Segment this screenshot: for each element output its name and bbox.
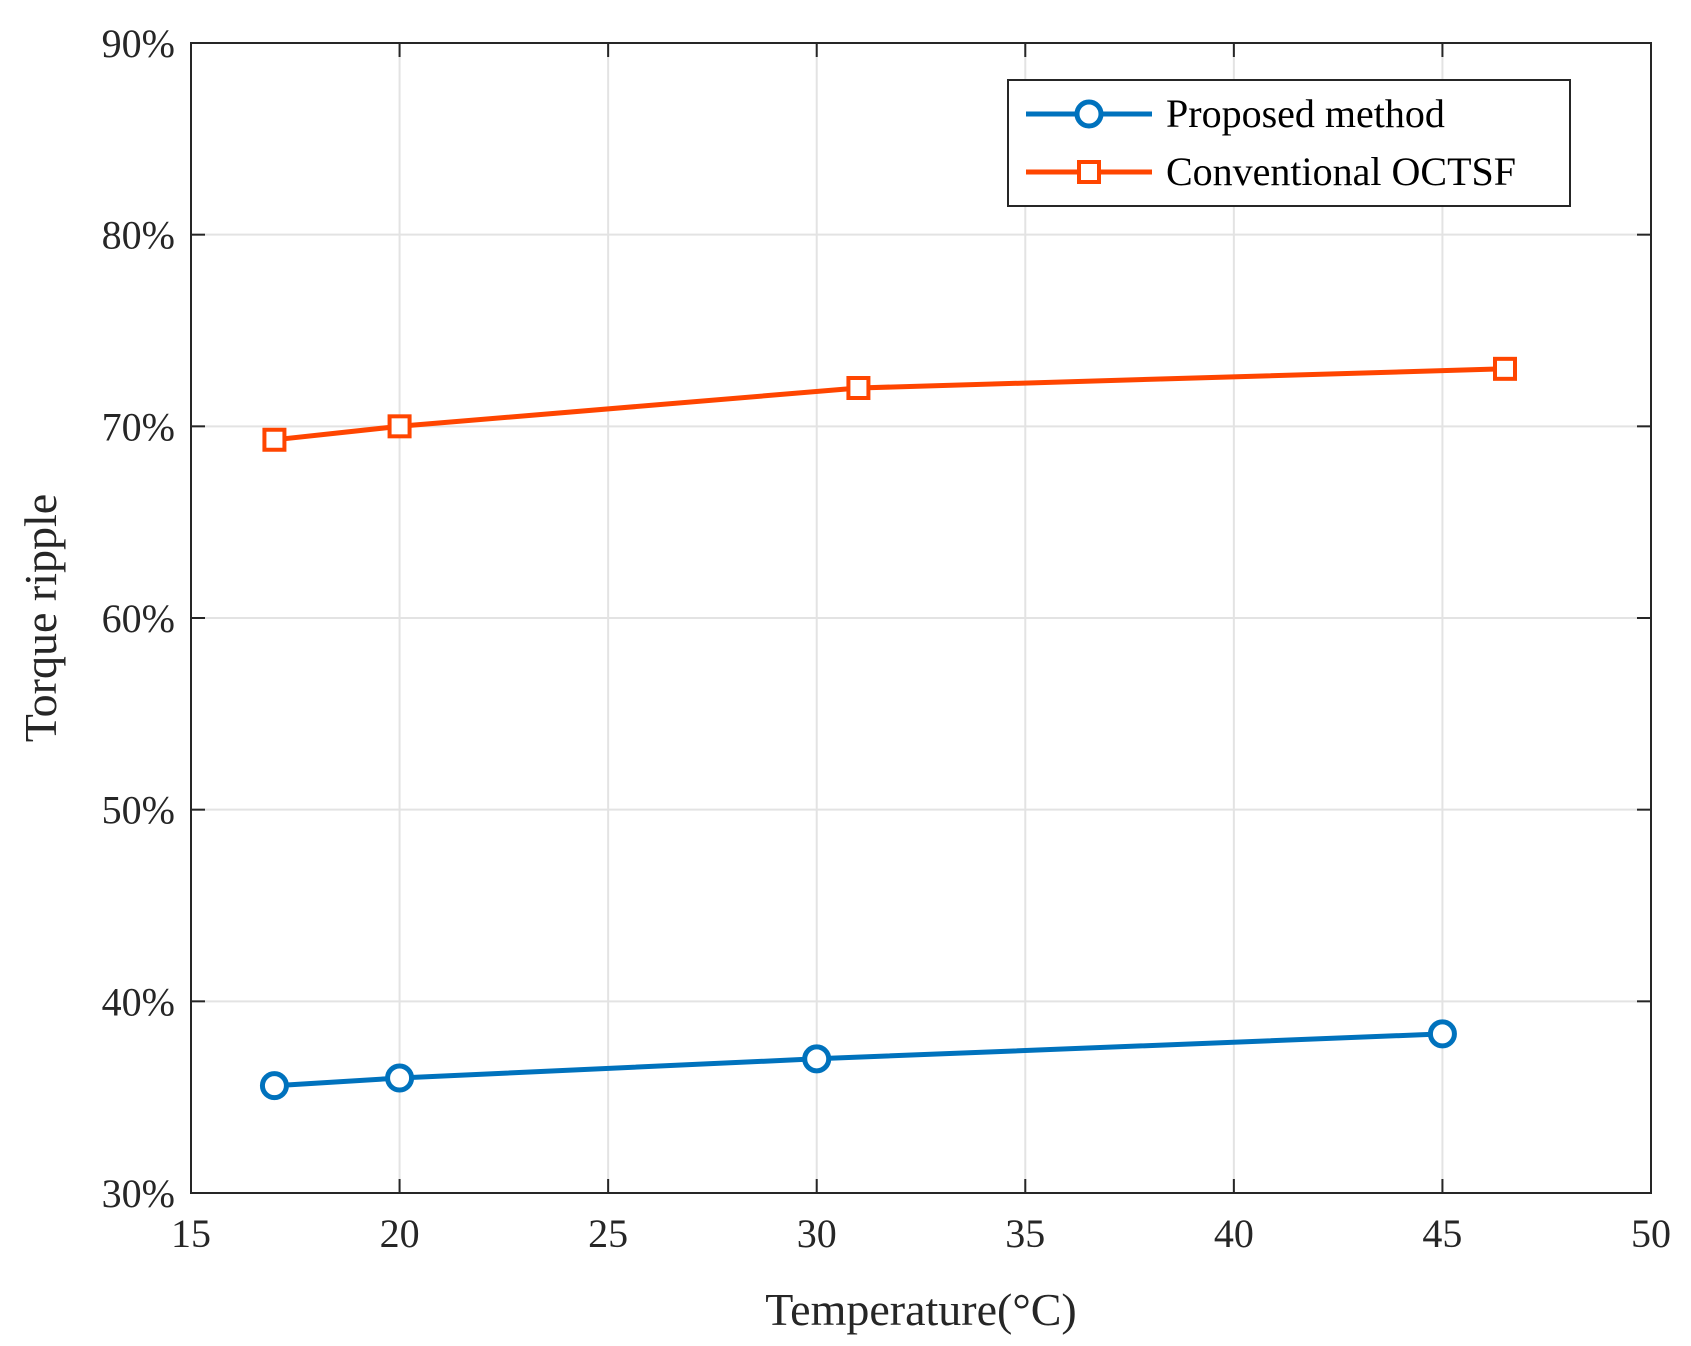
y-tick-label: 80% (102, 213, 175, 258)
y-tick-label: 40% (102, 979, 175, 1024)
y-axis-title: Torque ripple (15, 494, 66, 742)
x-tick-label: 15 (171, 1211, 211, 1256)
data-point-marker (1493, 356, 1517, 381)
x-tick-label: 40 (1214, 1211, 1254, 1256)
grid-lines (191, 43, 1651, 1193)
axis-ticks (190, 42, 1652, 1194)
x-tick-label: 50 (1631, 1211, 1671, 1256)
x-tick-label: 45 (1422, 1211, 1462, 1256)
legend-label: Proposed method (1166, 91, 1445, 136)
data-point-marker (259, 1071, 289, 1101)
legend-entries: Proposed method Conventional OCTSF (1026, 91, 1516, 194)
legend-marker (1074, 99, 1104, 129)
y-tick-label: 30% (102, 1171, 175, 1216)
series-layer (259, 356, 1517, 1101)
y-tick-label: 90% (102, 21, 175, 66)
y-tick-label: 60% (102, 596, 175, 641)
x-tick-label: 30 (797, 1211, 837, 1256)
data-point-marker (385, 1063, 415, 1093)
y-tick-label: 70% (102, 404, 175, 449)
y-tick-label: 50% (102, 788, 175, 833)
x-tick-label: 25 (588, 1211, 628, 1256)
data-point-marker (262, 427, 287, 452)
legend: Proposed method Conventional OCTSF (1007, 79, 1571, 207)
data-point-marker (846, 376, 871, 400)
axis-tick-labels: 15 20 25 30 35 40 45 50 30% 40% 50% 60% 70% 80% 90% (102, 21, 1671, 1256)
data-point-marker (1427, 1019, 1457, 1049)
legend-entry: Conventional OCTSF (1026, 149, 1516, 194)
series-2 (262, 356, 1517, 452)
legend-marker (1077, 160, 1101, 184)
data-point-marker (387, 414, 412, 439)
x-tick-label: 20 (380, 1211, 420, 1256)
series-1 (259, 1019, 1457, 1101)
data-point-marker (802, 1044, 832, 1074)
series-line (274, 366, 1506, 443)
legend-label: Conventional OCTSF (1166, 149, 1516, 194)
x-tick-label: 35 (1005, 1211, 1045, 1256)
legend-box (1007, 79, 1571, 207)
x-axis-title: Temperature(°C) (765, 1284, 1076, 1335)
series-line (274, 1031, 1443, 1089)
legend-entry: Proposed method (1026, 91, 1445, 136)
